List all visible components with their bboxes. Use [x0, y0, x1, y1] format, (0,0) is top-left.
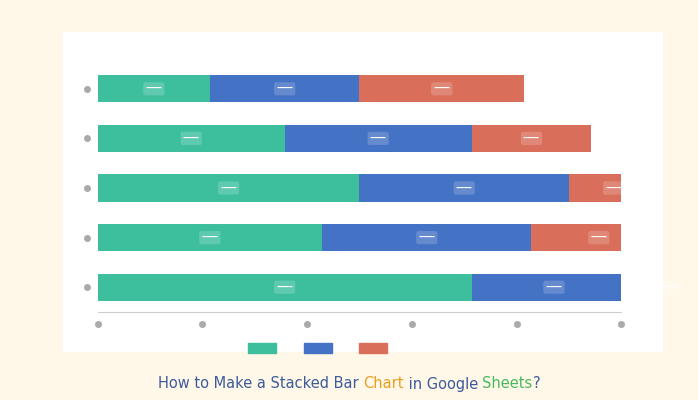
- Text: Sheets: Sheets: [482, 376, 533, 392]
- Text: in Google: in Google: [403, 376, 482, 392]
- Text: ——: ——: [418, 233, 436, 242]
- Bar: [359, 75, 524, 102]
- Bar: [98, 125, 285, 152]
- Text: ——: ——: [591, 233, 607, 242]
- Bar: [472, 125, 591, 152]
- Text: ——: ——: [370, 134, 387, 143]
- Bar: [210, 75, 359, 102]
- Bar: [359, 174, 569, 202]
- Text: ——: ——: [523, 134, 540, 143]
- Text: ——: ——: [145, 84, 163, 93]
- Text: ——: ——: [605, 184, 622, 192]
- Text: ——: ——: [202, 233, 218, 242]
- Bar: [531, 224, 666, 251]
- Text: ——: ——: [276, 84, 293, 93]
- Bar: [472, 274, 636, 301]
- Bar: [98, 224, 322, 251]
- Text: ——: ——: [276, 283, 293, 292]
- Text: ——: ——: [545, 283, 563, 292]
- Bar: [569, 174, 659, 202]
- Text: ——: ——: [183, 134, 200, 143]
- Text: Chart: Chart: [363, 376, 403, 392]
- Text: ——: ——: [456, 184, 473, 192]
- Text: ——: ——: [433, 84, 450, 93]
- Text: How to Make a Stacked Bar: How to Make a Stacked Bar: [158, 376, 363, 392]
- Bar: [322, 224, 531, 251]
- Bar: [98, 75, 210, 102]
- Bar: [98, 274, 472, 301]
- Bar: [285, 125, 472, 152]
- Bar: [636, 274, 698, 301]
- Text: ——: ——: [661, 283, 678, 292]
- Text: ——: ——: [220, 184, 237, 192]
- Bar: [98, 174, 359, 202]
- Text: ?: ?: [533, 376, 540, 392]
